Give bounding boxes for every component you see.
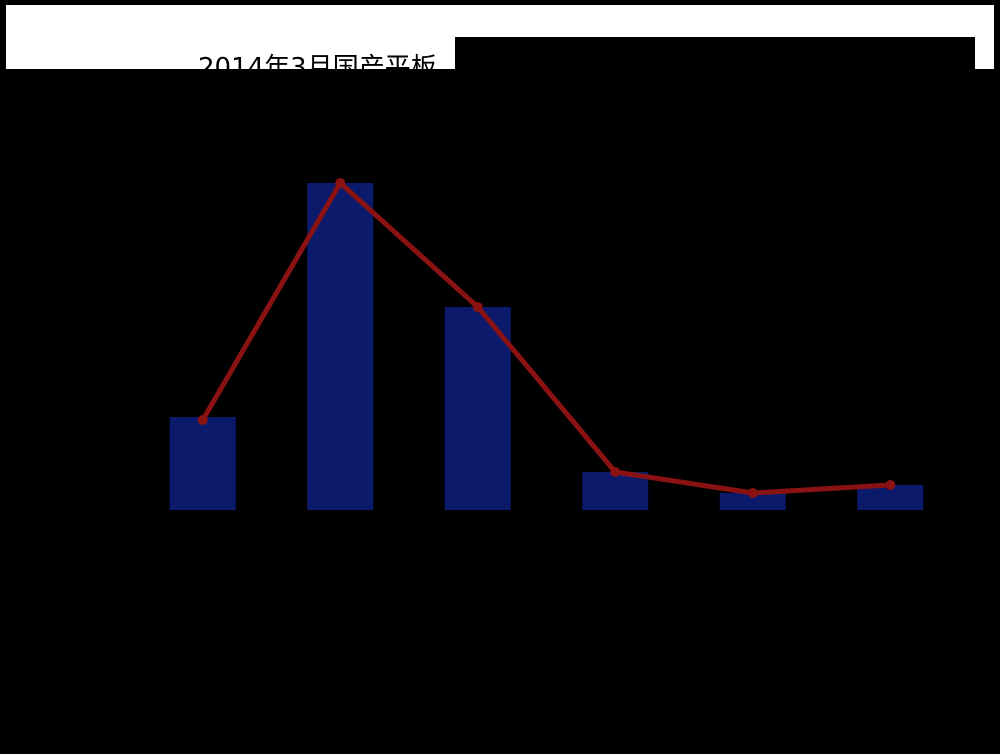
chart-title: 2014年3月国产平板 <box>198 53 437 83</box>
overlay <box>455 37 975 69</box>
line <box>200 180 891 496</box>
bar <box>582 472 649 510</box>
line-point <box>610 467 621 477</box>
bar <box>444 307 511 510</box>
bar <box>169 417 236 510</box>
bar <box>719 493 786 510</box>
line-point <box>197 415 208 425</box>
line-point <box>335 178 346 188</box>
line-point <box>885 480 896 490</box>
bar <box>307 183 374 510</box>
line-point <box>747 488 758 498</box>
plot <box>169 178 924 510</box>
line-point <box>472 302 483 312</box>
